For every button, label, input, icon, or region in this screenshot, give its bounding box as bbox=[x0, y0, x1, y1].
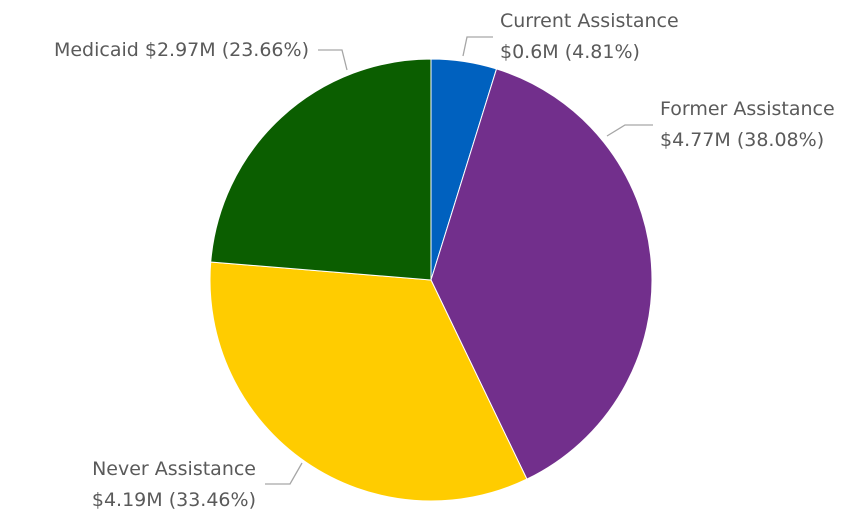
label-current-assistance-name: Current Assistance bbox=[500, 10, 679, 32]
pie-slices bbox=[209, 58, 653, 502]
label-never-assistance-value: $4.19M bbox=[92, 489, 163, 511]
label-current-assistance-values: $0.6M (4.81%) bbox=[500, 41, 640, 63]
label-former-assistance-percent: (38.08%) bbox=[737, 129, 824, 151]
label-current-assistance: Current Assistance bbox=[500, 10, 679, 32]
label-former-assistance-values: $4.77M (38.08%) bbox=[660, 129, 824, 151]
label-never-assistance: Never Assistance bbox=[92, 458, 256, 480]
pie-slice-never-assistance[interactable] bbox=[209, 261, 528, 502]
label-medicaid-name: Medicaid bbox=[54, 39, 139, 61]
label-never-assistance-name: Never Assistance bbox=[92, 458, 256, 480]
pie-slice-former-assistance[interactable] bbox=[430, 68, 653, 480]
label-medicaid: Medicaid $2.97M (23.66%) bbox=[54, 39, 309, 61]
label-never-assistance-percent: (33.46%) bbox=[169, 489, 256, 511]
label-current-assistance-value: $0.6M bbox=[500, 41, 559, 63]
label-medicaid-percent: (23.66%) bbox=[222, 39, 309, 61]
label-current-assistance-percent: (4.81%) bbox=[565, 41, 640, 63]
leader-lines bbox=[265, 36, 653, 485]
leader-line-never-assistance bbox=[265, 462, 303, 485]
pie-slice-medicaid[interactable] bbox=[210, 58, 432, 281]
label-former-assistance: Former Assistance bbox=[660, 98, 835, 120]
leader-line-medicaid bbox=[318, 49, 348, 71]
leader-line-current-assistance bbox=[462, 36, 493, 57]
label-former-assistance-value: $4.77M bbox=[660, 129, 731, 151]
label-former-assistance-name: Former Assistance bbox=[660, 98, 835, 120]
leader-line-former-assistance bbox=[606, 124, 653, 137]
label-medicaid-value: $2.97M bbox=[145, 39, 216, 61]
label-never-assistance-values: $4.19M (33.46%) bbox=[92, 489, 256, 511]
data-labels: Current Assistance $0.6M (4.81%) Former … bbox=[54, 10, 835, 511]
